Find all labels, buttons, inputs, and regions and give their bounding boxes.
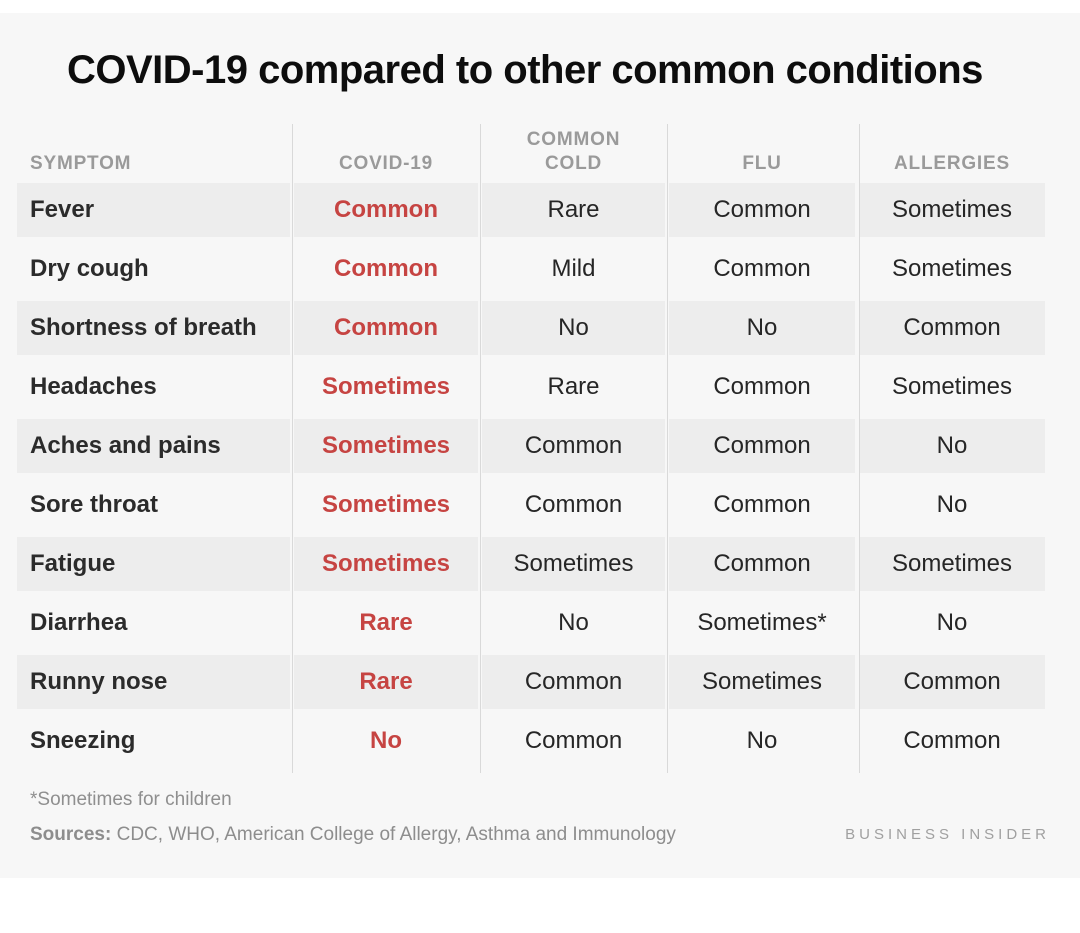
cold-cell: Mild bbox=[551, 254, 596, 282]
column-header-symptom: SYMPTOM bbox=[17, 124, 290, 183]
allergies-cell: No bbox=[936, 490, 968, 518]
infographic-background: COVID-19 compared to other common condit… bbox=[0, 13, 1080, 878]
allergies-cell: Sometimes bbox=[859, 182, 1045, 237]
flu-cell: Common bbox=[669, 418, 855, 473]
cold-cell: Common bbox=[524, 726, 623, 754]
business-insider-logo: BUSINESS INSIDER bbox=[845, 826, 1050, 844]
symptom-cell: Headaches bbox=[30, 372, 157, 400]
covid19-cell: Common bbox=[294, 300, 478, 355]
allergies-cell: Common bbox=[903, 726, 1001, 754]
column-header-label: FLU bbox=[742, 153, 782, 175]
cold-cell: Common bbox=[482, 654, 665, 709]
symptom-cell: Shortness of breath bbox=[17, 300, 290, 355]
column-header-flu: FLU bbox=[669, 124, 855, 183]
flu-cell: Common bbox=[669, 536, 855, 591]
allergies-cell: Sometimes bbox=[891, 254, 1013, 282]
flu-cell: Sometimes* bbox=[697, 608, 827, 636]
symptom-cell: Aches and pains bbox=[17, 418, 290, 473]
column-header-common-cold: COMMON COLD bbox=[482, 124, 665, 183]
allergies-cell: Sometimes bbox=[859, 536, 1045, 591]
cold-cell: No bbox=[482, 300, 665, 355]
cold-cell: Common bbox=[482, 418, 665, 473]
flu-cell: Common bbox=[713, 254, 811, 282]
allergies-cell: Common bbox=[859, 654, 1045, 709]
symptom-cell: Runny nose bbox=[17, 654, 290, 709]
cold-cell: No bbox=[558, 608, 589, 636]
cold-cell: Rare bbox=[547, 372, 600, 400]
column-header-label: SYMPTOM bbox=[30, 153, 132, 175]
column-header-label: ALLERGIES bbox=[894, 153, 1010, 175]
covid19-cell: Sometimes bbox=[294, 536, 478, 591]
sources-row: Sources: CDC, WHO, American College of A… bbox=[30, 824, 1050, 846]
covid19-cell: Rare bbox=[359, 608, 413, 636]
flu-cell: Common bbox=[713, 372, 811, 400]
covid19-cell: Rare bbox=[294, 654, 478, 709]
symptom-cell: Fatigue bbox=[17, 536, 290, 591]
symptom-cell: Sneezing bbox=[30, 726, 136, 754]
covid19-cell: No bbox=[370, 726, 402, 754]
table-grid: SYMPTOM COVID-19 COMMON COLD FLU ALLERGI… bbox=[17, 124, 1045, 768]
symptom-cell: Sore throat bbox=[30, 490, 159, 518]
flu-cell: Common bbox=[669, 182, 855, 237]
symptom-cell: Dry cough bbox=[30, 254, 149, 282]
allergies-cell: No bbox=[936, 608, 968, 636]
covid19-cell: Sometimes bbox=[294, 418, 478, 473]
column-header-allergies: ALLERGIES bbox=[859, 124, 1045, 183]
allergies-cell: Common bbox=[859, 300, 1045, 355]
flu-cell: No bbox=[669, 300, 855, 355]
allergies-cell: Sometimes bbox=[891, 372, 1013, 400]
column-header-label: COVID-19 bbox=[338, 153, 434, 175]
cold-cell: Sometimes bbox=[482, 536, 665, 591]
symptom-cell: Diarrhea bbox=[30, 608, 128, 636]
symptom-cell: Fever bbox=[17, 182, 290, 237]
sources-text: CDC, WHO, American College of Allergy, A… bbox=[116, 823, 676, 845]
covid19-cell: Common bbox=[334, 254, 438, 282]
column-header-label: COMMON COLD bbox=[526, 129, 621, 175]
flu-cell: No bbox=[746, 726, 778, 754]
covid19-cell: Sometimes bbox=[321, 372, 451, 400]
covid19-cell: Common bbox=[294, 182, 478, 237]
footnote: *Sometimes for children bbox=[30, 788, 232, 810]
page-title: COVID-19 compared to other common condit… bbox=[67, 48, 983, 92]
flu-cell: Sometimes bbox=[669, 654, 855, 709]
column-header-covid19: COVID-19 bbox=[294, 124, 478, 183]
sources-label: Sources: bbox=[30, 823, 112, 845]
allergies-cell: No bbox=[859, 418, 1045, 473]
covid19-cell: Sometimes bbox=[321, 490, 451, 518]
cold-cell: Common bbox=[524, 490, 623, 518]
sources-line: Sources: CDC, WHO, American College of A… bbox=[30, 824, 676, 846]
flu-cell: Common bbox=[713, 490, 811, 518]
comparison-table: SYMPTOM COVID-19 COMMON COLD FLU ALLERGI… bbox=[17, 123, 1045, 773]
cold-cell: Rare bbox=[482, 182, 665, 237]
